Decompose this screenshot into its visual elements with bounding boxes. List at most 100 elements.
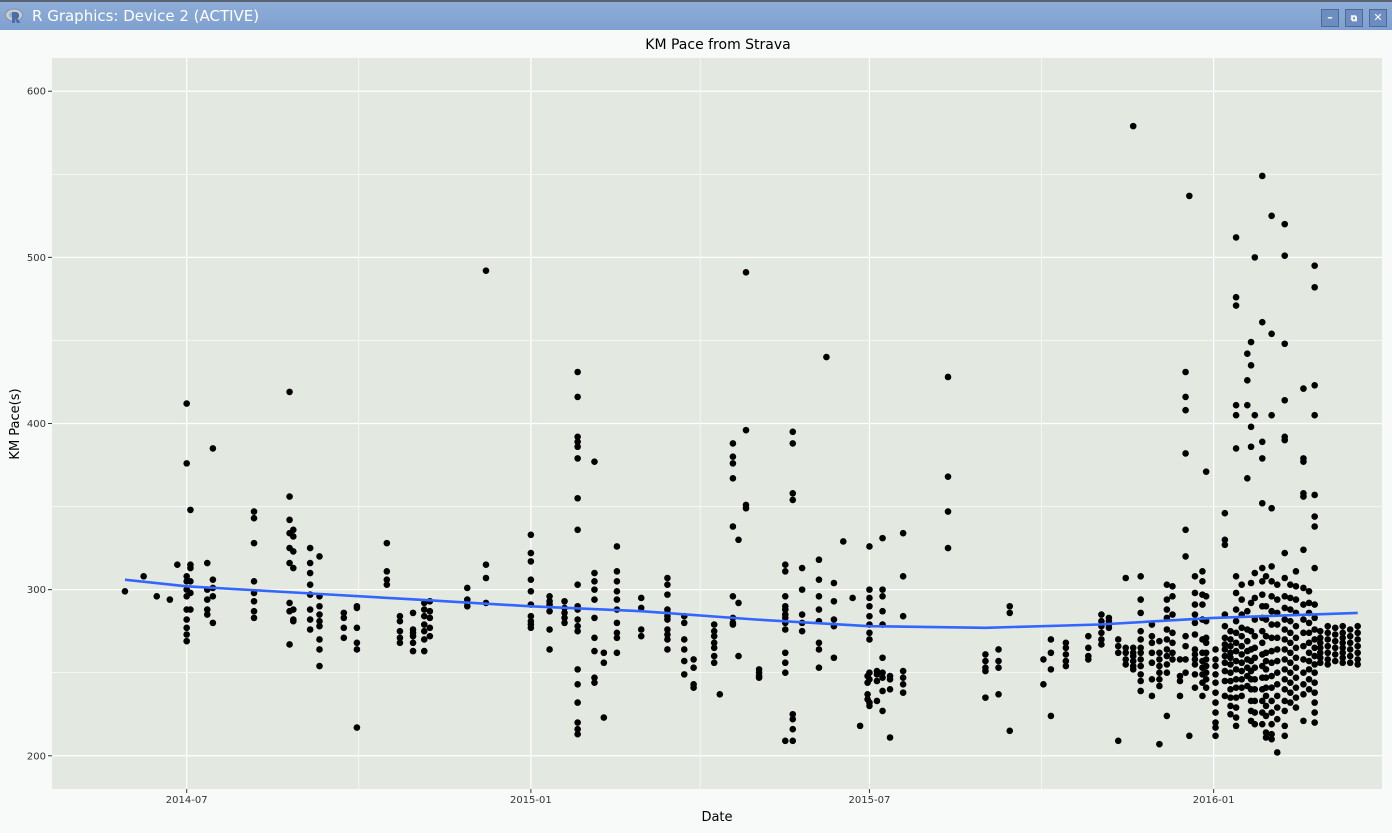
data-point	[1316, 627, 1324, 635]
data-point	[1305, 619, 1313, 627]
data-point	[899, 612, 907, 620]
data-point	[340, 614, 348, 622]
data-point	[1281, 340, 1289, 348]
data-point	[1311, 601, 1318, 608]
data-point	[1191, 619, 1199, 627]
data-point	[1244, 350, 1251, 358]
data-point	[680, 671, 688, 678]
data-point	[1273, 704, 1281, 711]
data-point	[353, 646, 361, 653]
data-point	[1040, 681, 1047, 688]
data-point	[1346, 646, 1354, 653]
data-point	[1006, 727, 1014, 735]
data-point	[830, 597, 838, 605]
data-point	[1281, 604, 1289, 612]
data-point	[1156, 682, 1163, 690]
data-point	[574, 393, 581, 401]
close-button[interactable]: ✕	[1369, 9, 1387, 27]
data-point	[1232, 401, 1240, 409]
data-point	[420, 606, 428, 613]
data-point	[574, 719, 581, 726]
data-point	[1227, 627, 1234, 635]
data-point	[781, 659, 789, 667]
data-point	[527, 624, 535, 632]
data-point	[1163, 712, 1171, 720]
data-point	[1258, 627, 1266, 635]
data-point	[1148, 676, 1156, 683]
data-point	[1287, 659, 1294, 667]
data-point	[420, 612, 428, 620]
data-point	[1163, 652, 1171, 660]
data-point	[613, 596, 621, 603]
data-point	[1305, 649, 1313, 657]
data-point	[250, 607, 258, 615]
data-point	[1311, 719, 1318, 726]
data-point	[879, 707, 886, 715]
data-point	[879, 592, 886, 600]
data-point	[664, 626, 671, 633]
minimize-button[interactable]: –	[1321, 9, 1339, 27]
chart-title: KM Pace from Strava	[645, 37, 790, 53]
data-point	[735, 536, 742, 544]
data-point	[1199, 601, 1206, 608]
data-point	[1232, 666, 1240, 673]
data-point	[1281, 626, 1289, 633]
data-point	[1268, 697, 1275, 705]
data-point	[527, 531, 535, 539]
data-point	[1258, 438, 1266, 446]
scatter-chart: KM Pace from Strava 200 300 400 500 600 2014…	[0, 30, 1392, 833]
data-point	[1148, 659, 1156, 667]
data-point	[815, 606, 823, 613]
data-point	[1137, 687, 1144, 695]
data-point	[866, 636, 873, 643]
data-point	[1221, 622, 1229, 630]
data-point	[209, 576, 217, 583]
data-point	[1212, 656, 1219, 663]
data-point	[1148, 649, 1156, 657]
window-titlebar[interactable]: R Graphics: Device 2 (ACTIVE) – ⧉ ✕	[0, 2, 1392, 30]
data-point	[710, 659, 718, 667]
data-point	[561, 614, 568, 622]
data-point	[729, 453, 737, 461]
data-point	[1114, 642, 1122, 650]
data-point	[1232, 411, 1240, 419]
data-point	[1247, 599, 1255, 607]
data-point	[866, 594, 873, 602]
data-point	[1268, 411, 1275, 419]
data-point	[1339, 644, 1347, 652]
data-point	[729, 460, 737, 467]
data-point	[1354, 622, 1361, 630]
data-point	[1221, 692, 1229, 700]
data-point	[1098, 617, 1105, 625]
data-point	[1251, 709, 1259, 716]
data-point	[1199, 578, 1206, 585]
data-point	[1212, 671, 1219, 678]
data-point	[290, 548, 297, 555]
data-point	[1273, 715, 1281, 723]
y-tick-label: 300	[27, 585, 46, 596]
data-point	[1331, 637, 1339, 645]
data-point	[1316, 634, 1324, 642]
data-point	[574, 368, 581, 376]
data-point	[1287, 594, 1294, 602]
data-point	[755, 674, 763, 681]
data-point	[1281, 646, 1289, 653]
data-point	[1262, 702, 1270, 710]
data-point	[613, 568, 621, 575]
data-point	[1212, 679, 1219, 686]
data-point	[1156, 740, 1163, 748]
data-point	[1354, 649, 1361, 657]
data-point	[664, 574, 671, 582]
data-point	[1105, 624, 1113, 632]
data-point	[1331, 624, 1339, 632]
restore-button[interactable]: ⧉	[1345, 9, 1363, 27]
y-axis: 200 300 400 500 600	[27, 87, 52, 762]
data-point	[1281, 686, 1289, 693]
data-point	[561, 619, 568, 627]
data-point	[1232, 722, 1240, 730]
desktop-top-strip	[0, 0, 1392, 2]
data-point	[1273, 646, 1281, 653]
data-point	[1268, 621, 1275, 628]
data-point	[1247, 423, 1255, 431]
r-logo-icon[interactable]	[5, 8, 25, 24]
